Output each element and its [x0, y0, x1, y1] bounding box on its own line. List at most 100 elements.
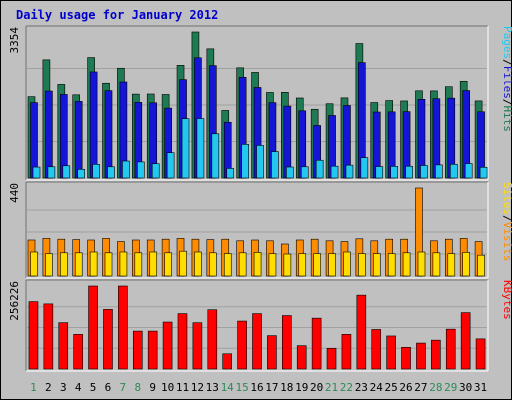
bar: [74, 101, 83, 179]
bar: [253, 252, 262, 277]
x-tick-label: 31: [474, 381, 487, 394]
series-kbytes: [28, 285, 486, 370]
bar: [43, 303, 54, 370]
x-tick-label: 9: [149, 381, 156, 394]
bar: [313, 253, 321, 277]
x-tick-label: 28: [429, 381, 442, 394]
x-tick-label: 24: [370, 381, 384, 394]
bar: [132, 330, 143, 370]
bar: [89, 71, 98, 179]
bar: [315, 159, 324, 179]
x-tick-label: 3: [60, 381, 67, 394]
bar: [104, 90, 113, 179]
bar: [460, 312, 471, 370]
bar: [92, 164, 100, 179]
bar: [45, 253, 53, 277]
bar: [74, 252, 83, 277]
bar: [73, 334, 83, 370]
bar: [405, 165, 413, 179]
bar: [223, 253, 232, 277]
bar: [375, 166, 384, 179]
bar: [177, 313, 188, 370]
bar: [271, 151, 279, 179]
bar: [134, 252, 143, 277]
x-tick-label: 26: [399, 381, 412, 394]
x-tick-label: 15: [235, 381, 248, 394]
bar: [103, 309, 113, 370]
bar: [107, 166, 115, 179]
x-tick-label: 23: [355, 381, 368, 394]
legend-entry: Sites: [501, 182, 512, 215]
bar: [104, 252, 113, 277]
panel-bottom: 256226 KBytes: [8, 279, 512, 372]
bar: [341, 334, 352, 370]
x-tick-label: 27: [414, 381, 427, 394]
x-tick-label: 17: [265, 381, 278, 394]
bar: [464, 163, 473, 179]
bar: [356, 294, 367, 370]
series-sites: [30, 250, 485, 277]
bar: [402, 252, 411, 277]
bar: [475, 338, 486, 370]
bar: [417, 251, 426, 277]
bar: [479, 166, 488, 179]
y-max-label: 256226: [8, 281, 21, 321]
bar: [445, 328, 456, 370]
bar: [122, 160, 130, 179]
bar: [137, 161, 145, 179]
bar: [326, 347, 337, 370]
bar: [283, 253, 292, 277]
bar: [435, 164, 443, 179]
x-tick-label: 29: [444, 381, 457, 394]
x-tick-label: 14: [221, 381, 235, 394]
bar: [32, 166, 41, 179]
bar: [60, 252, 68, 277]
bar: [30, 251, 38, 277]
bar: [89, 251, 98, 277]
bar: [88, 285, 98, 370]
bar: [164, 252, 172, 277]
bar: [449, 163, 458, 179]
x-tick-label: 16: [250, 381, 263, 394]
bar: [252, 313, 262, 370]
y-max-label: 440: [8, 183, 21, 203]
bar: [401, 346, 411, 370]
x-tick-label: 10: [161, 381, 174, 394]
x-tick-label: 12: [191, 381, 204, 394]
bar: [390, 166, 398, 179]
bar: [386, 335, 396, 370]
bar: [118, 285, 128, 370]
x-tick-label: 1: [30, 381, 37, 394]
bar: [179, 250, 187, 277]
x-tick-label: 13: [206, 381, 219, 394]
bar: [241, 144, 249, 179]
bar: [151, 163, 160, 179]
bar: [211, 133, 220, 179]
bar: [311, 317, 322, 370]
bar: [447, 253, 456, 277]
bar: [477, 254, 485, 277]
bar: [328, 253, 336, 277]
bar: [416, 342, 426, 370]
legend-entry: /: [501, 59, 512, 66]
bar: [30, 102, 38, 179]
x-tick-label: 19: [295, 381, 308, 394]
bar: [268, 253, 277, 277]
x-tick-label: 21: [325, 381, 338, 394]
bar: [58, 322, 69, 370]
x-tick-label: 6: [105, 381, 112, 394]
bar: [462, 252, 470, 277]
bar: [194, 251, 202, 277]
bar: [420, 165, 428, 179]
bar: [286, 166, 294, 179]
series-pages: [32, 118, 488, 179]
legend-entry: Visits: [501, 222, 512, 262]
series-legend: KBytes: [501, 280, 512, 320]
x-tick-label: 11: [176, 381, 189, 394]
bar: [300, 166, 309, 179]
bar: [45, 90, 53, 179]
x-tick-label: 30: [459, 381, 472, 394]
bar: [62, 165, 71, 179]
bar: [372, 253, 381, 277]
bar: [256, 145, 264, 179]
